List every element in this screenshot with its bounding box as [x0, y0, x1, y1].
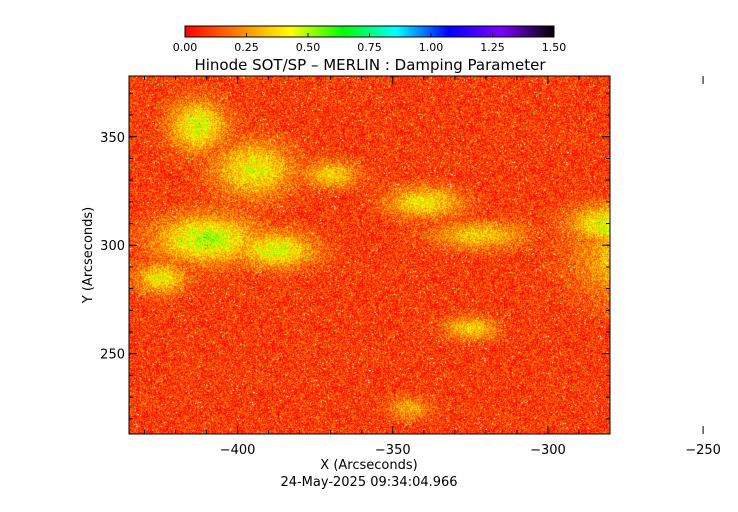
- x-axis-ticks: −400 −350 −300 −250: [144, 76, 721, 458]
- colorbar-ticks: 0.00 0.25 0.50 0.75 1.00 1.25 1.50: [173, 33, 567, 54]
- chart-title: Hinode SOT/SP – MERLIN : Damping Paramet…: [194, 56, 546, 74]
- x-axis-label: X (Arcseconds): [320, 458, 417, 473]
- colorbar-tick-label: 0.75: [357, 41, 382, 54]
- y-tick-label: 250: [100, 348, 125, 363]
- colorbar-tick-label: 1.25: [480, 41, 505, 54]
- y-axis-label: Y (Arcseconds): [81, 207, 96, 304]
- colorbar-tick-label: 1.00: [419, 41, 444, 54]
- colorbar-tick-label: 0.25: [234, 41, 259, 54]
- x-tick-label: −250: [685, 443, 721, 458]
- colorbar-tick-label: 0.00: [173, 41, 198, 54]
- heatmap-image: [129, 76, 610, 434]
- colorbar-tick-label: 0.50: [296, 41, 321, 54]
- y-tick-label: 300: [100, 239, 125, 254]
- y-axis-ticks: 250 300 350: [100, 92, 610, 420]
- x-tick-label: −400: [220, 443, 256, 458]
- colorbar-tick-label: 1.50: [542, 41, 567, 54]
- x-tick-label: −300: [530, 443, 566, 458]
- colorbar: 0.00 0.25 0.50 0.75 1.00 1.25 1.50: [173, 25, 567, 54]
- y-tick-label: 350: [100, 131, 125, 146]
- observation-timestamp: 24-May-2025 09:34:04.966: [280, 475, 457, 490]
- plot-frame: [128, 75, 611, 435]
- x-tick-label: −350: [375, 443, 411, 458]
